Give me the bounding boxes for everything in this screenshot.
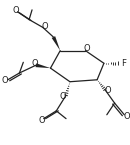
Polygon shape bbox=[52, 36, 60, 51]
Text: O: O bbox=[60, 92, 66, 101]
Polygon shape bbox=[35, 63, 50, 68]
Text: O: O bbox=[124, 112, 130, 121]
Text: O: O bbox=[2, 76, 8, 85]
Text: F: F bbox=[121, 59, 126, 68]
Text: O: O bbox=[83, 44, 90, 53]
Text: O: O bbox=[12, 6, 19, 15]
Text: O: O bbox=[32, 59, 38, 68]
Text: O: O bbox=[41, 22, 48, 31]
Text: O: O bbox=[38, 116, 45, 125]
Text: O: O bbox=[105, 86, 111, 95]
